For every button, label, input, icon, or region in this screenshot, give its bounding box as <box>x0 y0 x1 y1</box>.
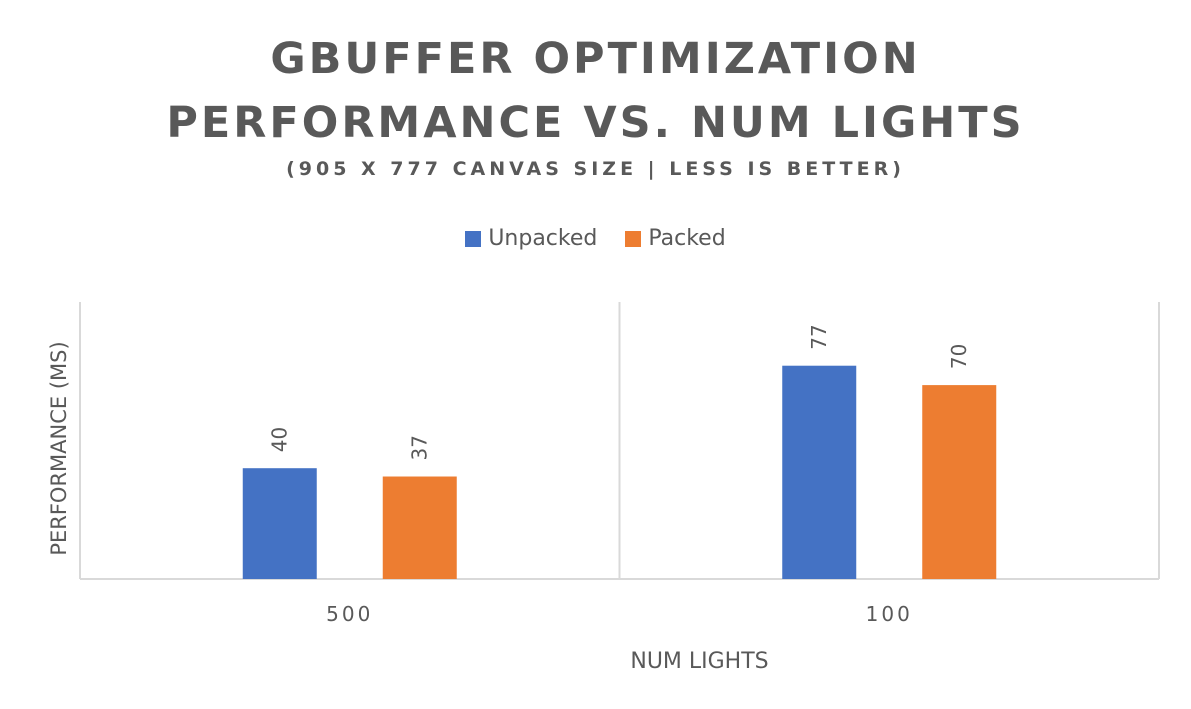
legend-item-packed: Packed <box>625 226 726 251</box>
bar-unpacked-100 <box>782 365 857 579</box>
x-tick-label: 100 <box>866 602 913 626</box>
bar-packed-100 <box>922 385 997 579</box>
data-label: 37 <box>408 435 432 460</box>
legend-label-packed: Packed <box>648 226 726 251</box>
legend-swatch-unpacked <box>465 230 482 247</box>
chart-title-line2: PERFORMANCE VS. NUM LIGHTS <box>166 98 1025 148</box>
legend-label-unpacked: Unpacked <box>488 226 598 251</box>
y-axis-title: PERFORMANCE (MS) <box>47 341 71 555</box>
chart-subtitle: (905 X 777 CANVAS SIZE | LESS IS BETTER) <box>286 158 905 180</box>
data-label: 40 <box>268 427 292 452</box>
legend-swatch-packed <box>625 230 642 247</box>
bar-packed-500 <box>382 476 457 579</box>
chart-title-line1: GBUFFER OPTIMIZATION <box>270 34 921 84</box>
bar-unpacked-500 <box>242 468 317 579</box>
x-tick-label: 500 <box>326 602 373 626</box>
legend-item-unpacked: Unpacked <box>465 226 597 251</box>
data-label: 70 <box>947 344 971 369</box>
data-label: 77 <box>807 324 831 349</box>
chart-legend: Unpacked Packed <box>0 226 1191 251</box>
x-axis-title: NUM LIGHTS <box>630 649 768 674</box>
